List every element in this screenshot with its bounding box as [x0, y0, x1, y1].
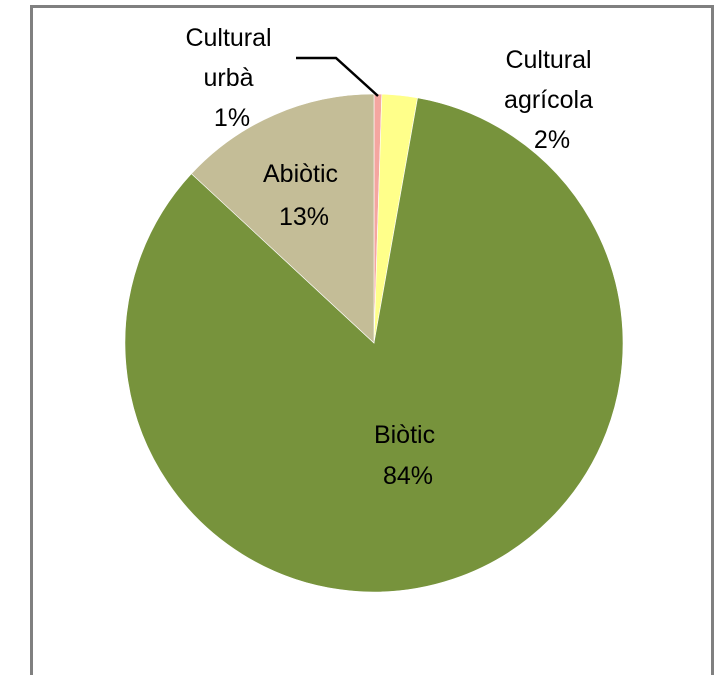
slice-label-cultural-urba: Cultural urbà 1% — [185, 24, 278, 132]
slice-biotic — [124, 97, 624, 593]
slice-label-cultural-agricola: Cultural agrícola 2% — [504, 46, 600, 154]
slice-label-biotic: Biòtic 84% — [374, 421, 442, 490]
leader-line — [296, 56, 379, 97]
slice-abiotic — [190, 93, 375, 344]
chart-border — [30, 5, 714, 675]
slice-label-abiotic: Abiòtic 13% — [263, 160, 345, 231]
